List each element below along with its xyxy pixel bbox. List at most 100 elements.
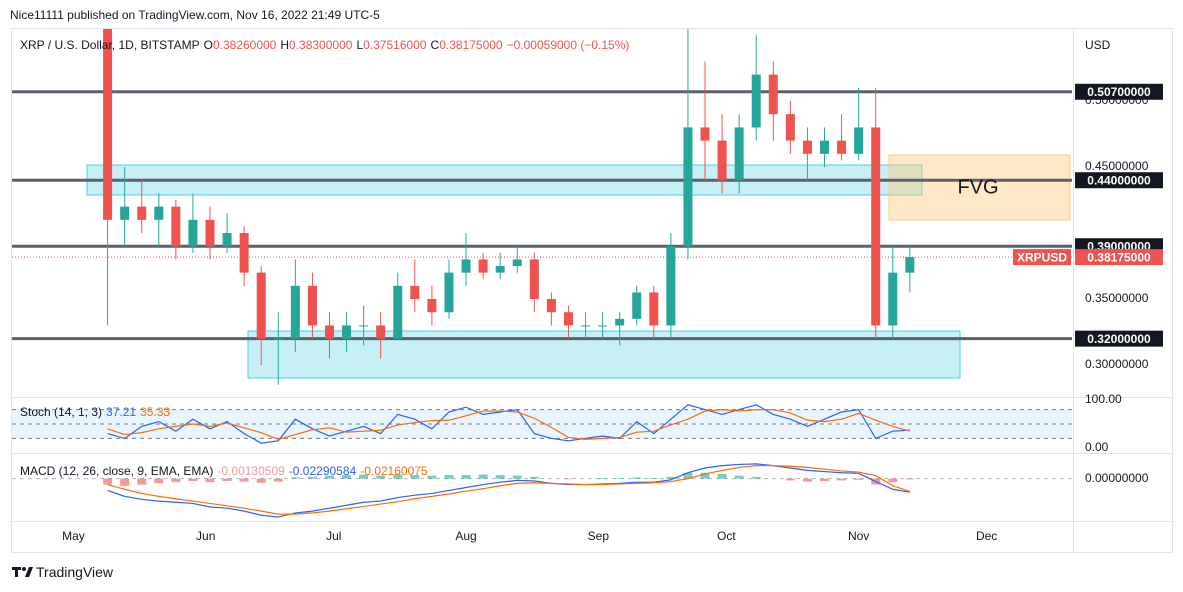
macd-pane	[12, 463, 1072, 518]
y-tick-label: 0.45000000	[1085, 159, 1149, 173]
histogram-bar	[666, 476, 676, 479]
histogram-bar	[427, 475, 437, 479]
price-legend: XRP / U.S. Dollar, 1D, BITSTAMP O0.38260…	[20, 38, 629, 52]
histogram-bar	[598, 478, 608, 479]
histogram-bar	[188, 478, 198, 481]
last-price-name: XRPUSD	[1017, 250, 1067, 264]
legend-item: C0.38175000	[431, 38, 503, 52]
candle-body	[751, 74, 761, 128]
candle-body	[598, 325, 608, 327]
candle-body	[683, 127, 693, 247]
candle-body	[546, 299, 556, 313]
last-price-name-bg	[1013, 249, 1071, 266]
candle-body	[342, 325, 352, 339]
histogram-bar	[154, 478, 164, 484]
candle-body	[478, 259, 488, 273]
stoch-line	[107, 404, 910, 444]
histogram-bar	[342, 475, 352, 479]
histogram-bar	[171, 478, 181, 483]
candle-body	[854, 127, 864, 154]
histogram-bar	[683, 472, 693, 479]
histogram-bar	[290, 477, 300, 479]
legend-title: MACD (12, 26, close, 9, EMA, EMA)	[20, 464, 214, 478]
histogram-bar	[120, 478, 130, 486]
histogram-bar	[495, 475, 505, 479]
level-label-bg	[1075, 172, 1163, 189]
histogram-bar	[461, 475, 471, 479]
y-tick-label: 0.00000000	[1085, 471, 1149, 485]
histogram-bar	[734, 475, 744, 479]
brand-logo	[12, 567, 33, 577]
candle-body	[717, 140, 727, 181]
candle-body	[239, 233, 249, 273]
legend-value: -0.02290584	[288, 464, 357, 478]
candle-body	[615, 318, 625, 326]
price-pane	[12, 29, 1072, 385]
histogram-bar	[273, 478, 283, 482]
candle-body	[103, 29, 113, 220]
last-price-label-bg	[1075, 249, 1163, 266]
candle-body	[120, 206, 130, 220]
histogram-bar	[837, 478, 847, 481]
histogram-bar	[307, 476, 317, 479]
candle-body	[205, 219, 215, 247]
fvg-label: FVG	[957, 176, 998, 198]
legend-key: L	[356, 38, 364, 52]
candle-body	[427, 299, 437, 313]
histogram-bar	[905, 478, 915, 480]
legend-item: L0.37516000	[356, 38, 426, 52]
candle-body	[632, 292, 642, 319]
histogram-bar	[137, 478, 147, 485]
candle-body	[359, 325, 369, 327]
histogram-bar	[410, 475, 420, 479]
histogram-bar	[324, 475, 334, 479]
brand-name: TradingView	[36, 564, 114, 580]
macd-legend: MACD (12, 26, close, 9, EMA, EMA) -0.001…	[20, 464, 428, 478]
stoch-legend: Stoch (14, 1, 3) 37.21 35.33	[20, 405, 170, 419]
x-tick-label: Aug	[455, 529, 476, 543]
candle-body	[461, 259, 471, 273]
histogram-bar	[103, 478, 113, 485]
candle-body	[700, 127, 710, 141]
candle-body	[581, 325, 591, 327]
histogram-bar	[802, 478, 812, 482]
candle-body	[290, 285, 300, 339]
histogram-bar	[359, 474, 369, 479]
legend-value: 0.38300000	[289, 38, 353, 52]
stoch-pane	[12, 404, 1072, 444]
legend-change: −0.00059000 (−0.15%)	[506, 38, 630, 52]
legend-item: O0.38260000	[204, 38, 277, 52]
legend-key: H	[280, 38, 290, 52]
y-tick-label: 0.00	[1085, 440, 1109, 454]
legend-item: H0.38300000	[280, 38, 352, 52]
candle-body	[529, 259, 539, 300]
candle-body	[154, 206, 164, 220]
candle-body	[495, 266, 505, 273]
legend-key: O	[203, 38, 213, 52]
candle-body	[324, 325, 334, 339]
histogram-bar	[529, 476, 539, 479]
legend-value: -0.02160075	[360, 464, 428, 478]
histogram-bar	[222, 478, 232, 481]
fvg-box	[888, 154, 1071, 221]
histogram-bar	[751, 476, 761, 479]
histogram-bar	[785, 478, 795, 481]
x-tick-label: Jul	[326, 529, 341, 543]
candle-body	[410, 285, 420, 300]
histogram-bar	[819, 478, 829, 481]
last-price-label: 0.38175000	[1087, 250, 1151, 264]
histogram-bar	[615, 478, 625, 479]
level-label: 0.44000000	[1087, 173, 1151, 187]
drawings	[86, 154, 1071, 379]
candle-body	[222, 233, 232, 247]
logo-part	[22, 567, 26, 571]
currency-label: USD	[1085, 38, 1111, 52]
x-tick-label: Oct	[717, 529, 736, 543]
candle-body	[837, 140, 847, 154]
histogram-bar	[700, 472, 710, 479]
y-tick-label: 0.35000000	[1085, 291, 1149, 305]
histogram-bar	[888, 478, 898, 483]
legend-value: 0.38175000	[439, 38, 503, 52]
level-label-bg	[1075, 330, 1163, 347]
